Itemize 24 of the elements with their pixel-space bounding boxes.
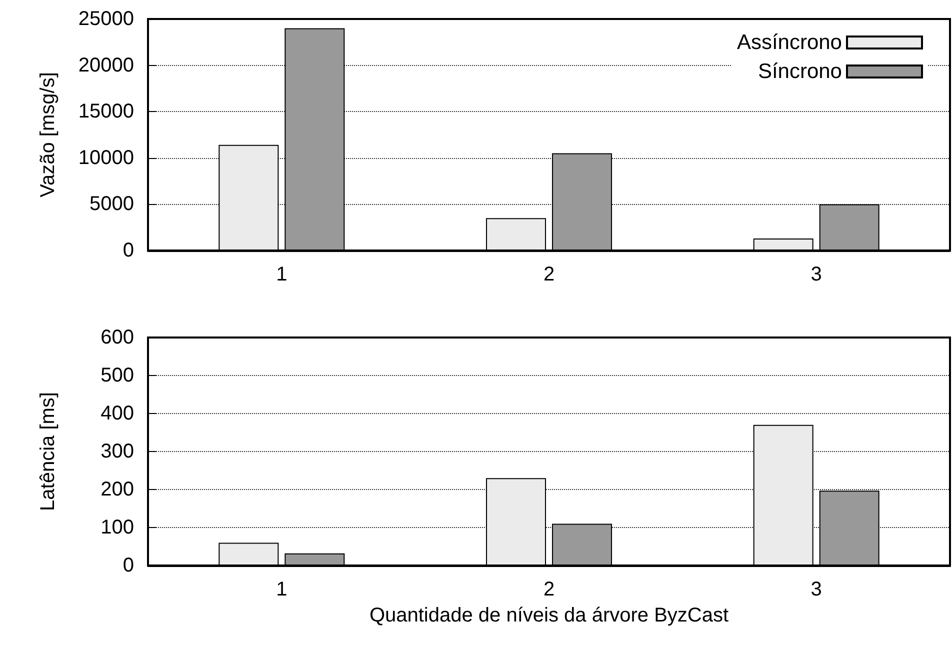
x-tick-label: 3 <box>810 578 822 600</box>
y-tick-label: 15000 <box>78 100 134 123</box>
x-tick-label: 2 <box>543 578 555 600</box>
y-tick-label: 200 <box>100 478 134 500</box>
y-tick-label: 25000 <box>78 8 134 30</box>
x-axis-title: Quantidade de níveis da árvore ByzCast <box>369 604 729 626</box>
y-tick-label: 5000 <box>90 193 134 216</box>
y-tick-label: 500 <box>100 364 134 386</box>
x-tick-label: 1 <box>276 264 288 286</box>
x-tick-label: 3 <box>810 264 822 286</box>
y-tick-label: 10000 <box>78 146 134 169</box>
y-tick-label: 0 <box>122 240 134 262</box>
x-tick-label: 1 <box>276 578 288 600</box>
y-axis-title: Latência [ms] <box>37 392 59 511</box>
y-tick-label: 400 <box>100 402 134 424</box>
x-tick-label: 2 <box>543 264 555 286</box>
y-tick-label: 100 <box>100 516 134 538</box>
y-tick-label: 20000 <box>78 54 134 76</box>
legend-label: Assíncrono <box>736 31 842 54</box>
y-tick-label: 600 <box>100 326 134 348</box>
y-tick-label: 0 <box>122 554 134 576</box>
y-tick-label: 300 <box>100 440 134 462</box>
y-axis-title: Vazão [msg/s] <box>37 72 59 198</box>
legend-label: Síncrono <box>758 60 842 83</box>
